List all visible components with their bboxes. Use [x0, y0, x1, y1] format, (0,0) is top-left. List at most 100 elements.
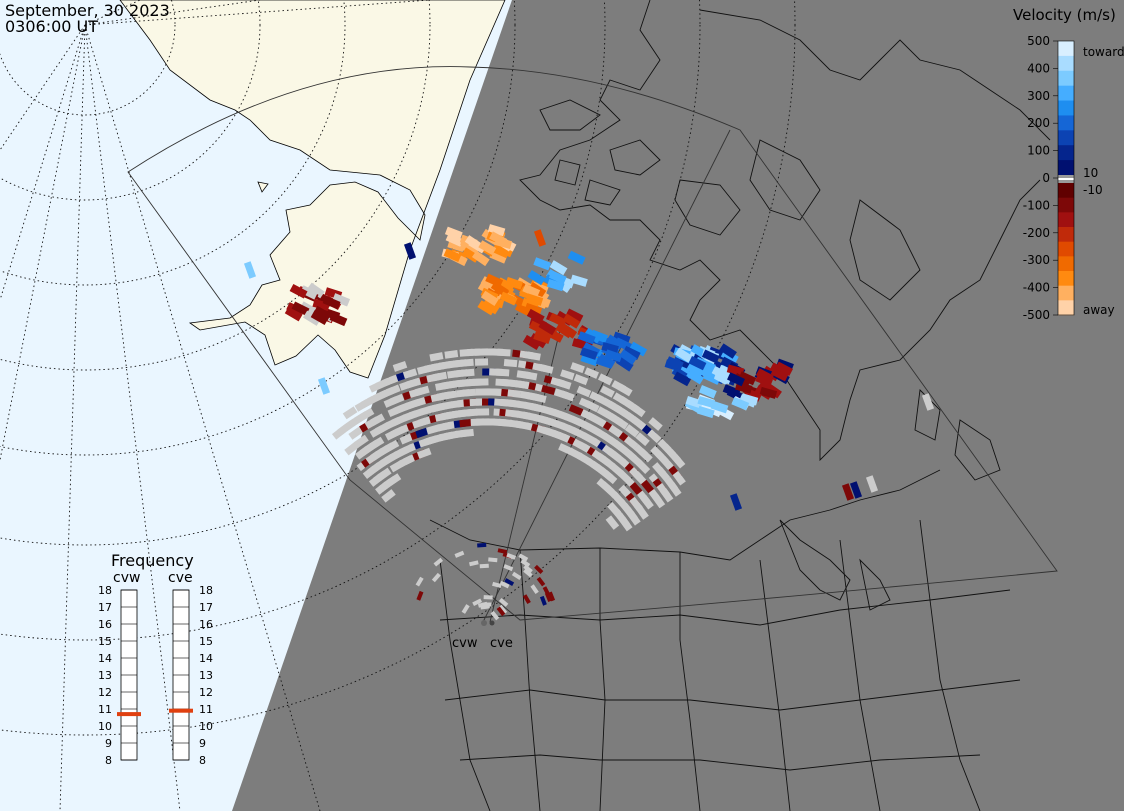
velocity-cell [426, 424, 441, 435]
frequency-scale-label: 11 [199, 703, 213, 716]
colorbar-swatch-positive [1058, 130, 1074, 146]
velocity-cell [374, 422, 390, 435]
velocity-cell [604, 349, 623, 363]
velocity-cell [529, 332, 548, 349]
velocity-cell [584, 367, 599, 379]
velocity-cell [619, 516, 633, 532]
velocity-cell [921, 393, 935, 411]
velocity-cell [524, 302, 543, 316]
colorbar-swatch-positive [1058, 100, 1074, 116]
velocity-cell [582, 432, 597, 445]
velocity-cell [685, 395, 704, 409]
velocity-cell [633, 471, 648, 486]
velocity-cell [560, 390, 575, 402]
colorbar-tick-label: 0 [1042, 171, 1050, 185]
frequency-scale-label: 12 [98, 686, 112, 699]
frequency-scale-label: 12 [199, 686, 213, 699]
radar-sites: cvw cve [452, 620, 513, 651]
velocity-cell [719, 343, 737, 359]
colorbar-away-label: away [1083, 303, 1115, 317]
velocity-cell [498, 604, 508, 615]
colorbar-swatch-negative [1058, 212, 1074, 228]
velocity-cell [499, 580, 510, 589]
frequency-scale-label: 13 [98, 669, 112, 682]
velocity-cell [538, 320, 557, 336]
colorbar-zero-line [1058, 178, 1074, 180]
velocity-cell [481, 299, 500, 315]
colorbar-title: Velocity (m/s) [1013, 6, 1116, 24]
velocity-cell [536, 576, 546, 587]
velocity-cell [555, 322, 574, 339]
velocity-cell [416, 590, 424, 601]
colorbar-tick-label: 200 [1027, 116, 1050, 130]
velocity-cell [354, 434, 369, 448]
velocity-cell [495, 368, 510, 377]
velocity-cell [584, 400, 600, 413]
velocity-cell [576, 385, 592, 398]
velocity-cell [289, 283, 308, 299]
velocity-cell [672, 470, 686, 486]
velocity-cell [303, 310, 321, 326]
velocity-cell [541, 384, 556, 396]
velocity-cell [461, 368, 475, 377]
velocity-cell [482, 602, 492, 607]
velocity-cell [310, 310, 329, 326]
velocity-cell [332, 293, 351, 307]
velocity-cell [512, 399, 527, 409]
velocity-cell [577, 331, 596, 345]
velocity-cell [571, 427, 587, 440]
colorbar-tick-label: -200 [1023, 226, 1050, 240]
velocity-cell [567, 250, 586, 265]
velocity-scatter [243, 224, 935, 621]
velocity-cell [865, 475, 879, 493]
velocity-cell [322, 295, 341, 310]
velocity-cell [514, 420, 529, 430]
velocity-cell [550, 418, 565, 430]
velocity-cell [533, 331, 551, 345]
velocity-cell [698, 384, 717, 399]
velocity-cell [431, 572, 441, 583]
velocity-cell [477, 542, 487, 548]
velocity-cell [489, 231, 507, 247]
velocity-cell [522, 334, 541, 350]
frequency-scale-label: 15 [199, 635, 213, 648]
velocity-cell [475, 378, 489, 386]
coastlines [429, 0, 1051, 811]
velocity-cell [438, 401, 453, 411]
velocity-cell [548, 270, 567, 285]
velocity-cell [528, 320, 547, 335]
velocity-cell [498, 597, 509, 607]
velocity-cell [523, 564, 533, 574]
velocity-cell [307, 282, 325, 299]
velocity-cell [506, 552, 517, 560]
velocity-cell [381, 489, 396, 503]
velocity-cell [511, 571, 522, 580]
colorbar-mid-neg-label: -10 [1083, 183, 1103, 197]
velocity-cell [613, 416, 629, 430]
velocity-cell [595, 356, 614, 369]
velocity-cell [474, 358, 489, 366]
velocity-cell [611, 451, 626, 466]
velocity-cell [565, 308, 584, 323]
velocity-cell [539, 595, 547, 606]
velocity-cell [617, 383, 633, 397]
velocity-cell [300, 285, 318, 300]
frequency-scale-label: 18 [98, 584, 112, 597]
velocity-cell [433, 371, 448, 382]
velocity-cell [503, 358, 518, 368]
velocity-cell [526, 351, 541, 361]
velocity-cell [460, 428, 474, 438]
velocity-cell [573, 373, 589, 386]
colorbar-swatch-positive [1058, 145, 1074, 161]
colorbar-tick-label: 300 [1027, 89, 1050, 103]
colorbar-tick-label: 500 [1027, 34, 1050, 48]
velocity-cell [623, 435, 639, 450]
velocity-cell [532, 393, 547, 403]
velocity-cell [348, 426, 364, 440]
frequency-scale-label: 18 [199, 584, 213, 597]
frequency-scale-label: 8 [105, 754, 112, 767]
velocity-cell [638, 448, 653, 463]
velocity-cell [487, 224, 506, 237]
velocity-cell [443, 248, 462, 263]
velocity-cell [518, 553, 529, 562]
